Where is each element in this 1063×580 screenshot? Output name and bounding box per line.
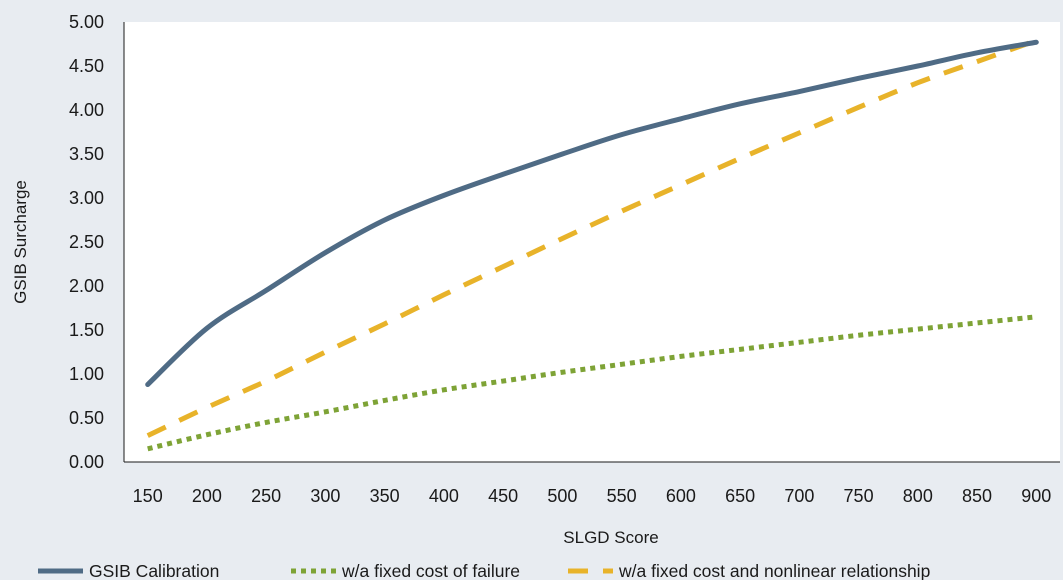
y-axis: 0.00 0.50 1.00 1.50 2.00 2.50 3.00 3.50 4.00 4.50… [69,12,125,472]
x-axis-title: SLGD Score [563,528,658,547]
y-tick-label: 2.50 [69,232,104,252]
y-tick-label: 0.00 [69,452,104,472]
y-tick-label: 1.00 [69,364,104,384]
y-tick-label: 0.50 [69,408,104,428]
series-layer [145,38,1039,452]
y-tick-label: 3.00 [69,188,104,208]
legend: GSIB Calibration w/a fixed cost of failur… [38,561,930,580]
x-tick-label: 400 [429,486,459,506]
x-tick-label: 350 [370,486,400,506]
y-tick-label: 3.50 [69,144,104,164]
x-tick-label: 250 [251,486,281,506]
x-tick-label: 200 [192,486,222,506]
y-tick-label: 4.00 [69,100,104,120]
x-tick-label: 750 [844,486,874,506]
x-tick-label: 700 [784,486,814,506]
x-tick-label: 150 [133,486,163,506]
x-axis: 150 200 250 300 350 400 450 500 550 600 650 700 750 8… [124,461,1060,506]
x-tick-label: 450 [488,486,518,506]
series-line-1 [145,39,1039,388]
legend-label-2: w/a fixed cost of failure [341,561,520,580]
y-axis-title: GSIB Surcharge [11,180,30,304]
x-tick-label: 600 [666,486,696,506]
y-tick-label: 4.50 [69,56,104,76]
x-tick-label: 300 [310,486,340,506]
y-tick-label: 1.50 [69,320,104,340]
x-tick-label: 800 [903,486,933,506]
x-tick-label: 850 [962,486,992,506]
x-tick-label: 900 [1021,486,1051,506]
legend-label-3: w/a fixed cost and nonlinear relationshi… [618,561,930,580]
y-tick-label: 5.00 [69,12,104,32]
series-line-2 [147,314,1037,452]
plot-area [124,22,1060,462]
x-tick-label: 550 [607,486,637,506]
x-tick-label: 500 [547,486,577,506]
x-tick-label: 650 [725,486,755,506]
legend-label-1: GSIB Calibration [89,561,219,580]
y-tick-label: 2.00 [69,276,104,296]
